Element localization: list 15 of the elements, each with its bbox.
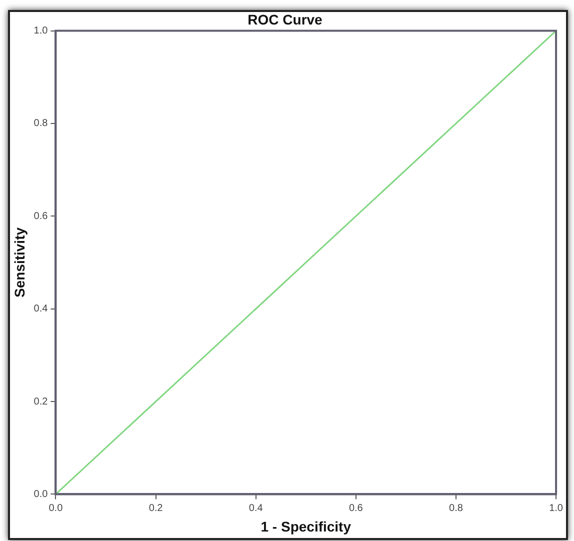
y-tick-label: 0.6 bbox=[34, 210, 48, 222]
x-tick-label: 0.2 bbox=[148, 502, 164, 514]
x-tick-label: 0.8 bbox=[449, 502, 464, 514]
y-tick-label: 0.2 bbox=[34, 396, 48, 408]
y-tick-label: 0.8 bbox=[34, 118, 48, 130]
x-tick-label: 0.6 bbox=[348, 502, 364, 514]
x-tick-label: 1.0 bbox=[549, 502, 564, 514]
y-tick-label: 0.0 bbox=[34, 488, 48, 500]
y-tick-label: 0.4 bbox=[34, 304, 48, 315]
y-tick-label: 1.0 bbox=[34, 26, 48, 37]
x-axis-title: 1 - Specificity bbox=[260, 518, 352, 534]
x-tick-label: 0.0 bbox=[48, 502, 64, 514]
x-tick-label: 0.4 bbox=[248, 502, 264, 514]
y-axis-title: Sensitivity bbox=[11, 227, 28, 298]
chart-title: ROC Curve bbox=[248, 11, 323, 28]
